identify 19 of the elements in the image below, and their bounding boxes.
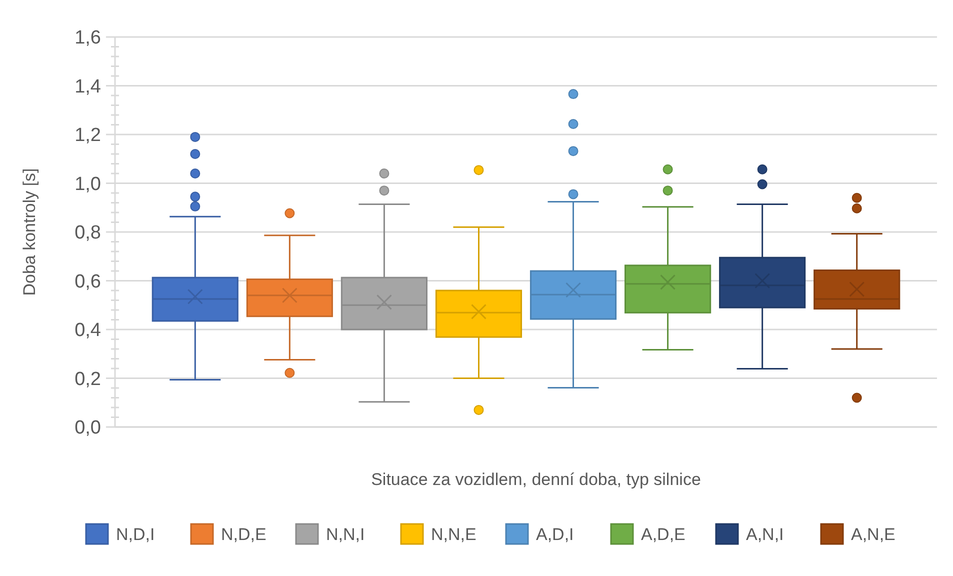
legend-label: N,D,I: [116, 524, 155, 544]
y-tick-label: 1,6: [74, 28, 101, 49]
legend-label: A,D,E: [641, 524, 686, 544]
y-tick-label: 0,8: [74, 222, 101, 244]
y-tick-label: 1,0: [74, 174, 101, 195]
legend-label: N,N,I: [326, 524, 365, 544]
legend-label: A,D,I: [536, 524, 574, 544]
legend-label: A,N,E: [851, 524, 896, 544]
y-axis-title: Doba kontroly [s]: [20, 168, 39, 296]
legend-label: N,D,E: [221, 524, 266, 544]
legend-label: N,N,E: [431, 524, 476, 544]
y-tick-label: 1,2: [74, 125, 101, 146]
y-tick-label: 1,4: [74, 76, 102, 98]
y-tick-label: 0,0: [74, 418, 101, 439]
y-tick-label: 0,2: [74, 368, 101, 390]
x-axis-title: Situace za vozidlem, denní doba, typ silnice: [371, 470, 701, 489]
legend-label: A,N,I: [746, 524, 784, 544]
y-tick-label: 0,4: [74, 320, 102, 342]
y-tick-label: 0,6: [74, 271, 101, 292]
